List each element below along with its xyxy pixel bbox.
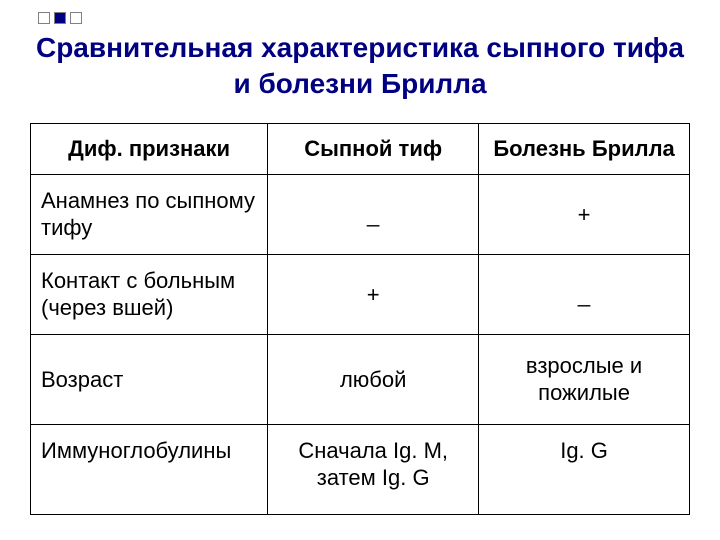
table-row: Контакт с больным (через вшей) + _ (31, 254, 690, 334)
comparison-table: Диф. признаки Сыпной тиф Болезнь Брилла … (30, 123, 690, 515)
value-cell: + (268, 254, 479, 334)
decor-square-2 (54, 12, 66, 24)
value-cell: Сначала Ig. M, затем Ig. G (268, 424, 479, 514)
page-title: Сравнительная характеристика сыпного тиф… (30, 30, 690, 103)
table-row: Возраст любой взрослые и пожилые (31, 334, 690, 424)
value-cell: любой (268, 334, 479, 424)
feature-cell: Контакт с больным (через вшей) (31, 254, 268, 334)
decor-squares (38, 12, 82, 24)
feature-cell: Иммуноглобулины (31, 424, 268, 514)
table-row: Иммуноглобулины Сначала Ig. M, затем Ig.… (31, 424, 690, 514)
table-row: Анамнез по сыпному тифу _ + (31, 174, 690, 254)
value-cell: Ig. G (479, 424, 690, 514)
header-feature: Диф. признаки (31, 123, 268, 174)
decor-square-3 (70, 12, 82, 24)
feature-cell: Возраст (31, 334, 268, 424)
decor-square-1 (38, 12, 50, 24)
value-cell: _ (268, 174, 479, 254)
value-cell: + (479, 174, 690, 254)
header-typhus: Сыпной тиф (268, 123, 479, 174)
value-cell: взрослые и пожилые (479, 334, 690, 424)
header-brill: Болезнь Брилла (479, 123, 690, 174)
table-header-row: Диф. признаки Сыпной тиф Болезнь Брилла (31, 123, 690, 174)
feature-cell: Анамнез по сыпному тифу (31, 174, 268, 254)
value-cell: _ (479, 254, 690, 334)
